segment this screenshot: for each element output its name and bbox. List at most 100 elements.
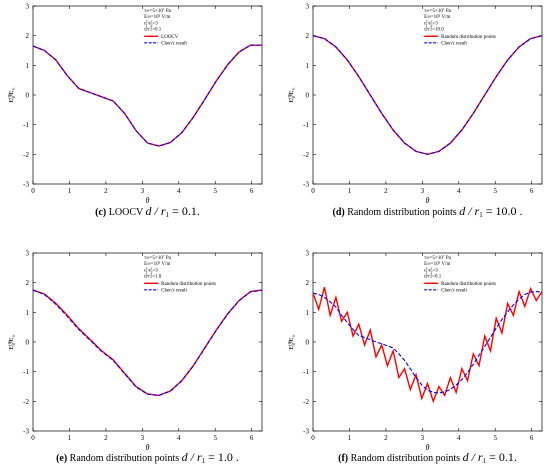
x-tick-label: 3 [421,187,425,195]
annotation-0: τ∞=5×10⁷ Pa [424,255,451,261]
x-tick-label: 0 [311,434,315,442]
legend-label-0: Random distribution points [161,282,216,287]
y-tick-label: -3 [23,181,29,189]
y-tick-label: 0 [26,92,30,100]
legend-label-0: Random distribution points [441,282,496,287]
legend-label-1: Chen's result [441,288,467,293]
x-tick-label: 0 [311,187,315,195]
x-tick-label: 5 [493,187,497,195]
x-tick-label: 5 [213,434,217,442]
x-tick-label: 3 [141,187,145,195]
y-axis-label: E(0)θ/E∞ [7,334,16,349]
annotation-2: εr 1/εr 2=3 [424,265,438,274]
x-axis-label: θ [146,196,150,205]
y-tick-label: -2 [23,151,29,159]
x-tick-label: 6 [250,187,254,195]
annotation-2: εr 1/εr 2=3 [144,18,158,27]
y-tick-label: 0 [306,339,310,347]
x-tick-label: 1 [348,434,352,442]
y-tick-label: -3 [303,428,309,436]
annotation-2: εr 1/εr 2=3 [424,18,438,27]
x-tick-label: 5 [213,187,217,195]
figure-caption: (d) Random distribution points d / r1 = … [333,204,523,219]
y-axis-label: E(0)θ/E∞ [287,334,296,349]
y-tick-label: 2 [26,279,30,287]
annotation-0: τ∞=5×10⁷ Pa [424,8,451,14]
x-axis-label: θ [146,443,150,452]
y-tick-label: 2 [26,32,30,40]
x-tick-label: 2 [104,434,108,442]
y-tick-label: 0 [26,339,30,347]
y-tick-label: 2 [306,279,310,287]
legend-label-1: Chen's result [441,41,467,46]
x-tick-label: 1 [348,187,352,195]
x-tick-label: 6 [250,434,254,442]
x-axis-label: θ [426,196,430,205]
series-line-primary [313,286,542,404]
x-tick-label: 2 [384,187,388,195]
x-tick-label: 0 [31,187,35,195]
annotation-3: d/r1=1.0 [144,275,162,280]
y-tick-label: 1 [26,309,30,317]
y-tick-label: -1 [303,121,309,129]
y-tick-label: 1 [306,309,310,317]
x-tick-label: 1 [68,187,72,195]
x-tick-label: 3 [141,434,145,442]
annotation-3: d/r1=10.0 [424,28,444,33]
x-tick-label: 2 [104,187,108,195]
y-tick-label: -1 [303,368,309,376]
y-tick-label: 3 [306,3,310,11]
annotation-1: E∞=10⁵ V/m [144,261,170,267]
x-axis-label: θ [426,443,430,452]
y-tick-label: -2 [303,398,309,406]
y-tick-label: 1 [26,62,30,70]
plot-frame [312,252,543,432]
plot-frame [32,5,263,185]
figure-caption: (e) Random distribution points d / r1 = … [56,450,239,465]
legend-label-0: LOOCV [161,35,179,40]
x-tick-label: 4 [457,434,461,442]
x-tick-label: 4 [177,434,181,442]
y-tick-label: 3 [306,250,310,258]
plot-frame [312,5,543,185]
x-tick-label: 1 [68,434,72,442]
series-line-chen [33,289,262,396]
y-tick-label: 2 [306,32,310,40]
plot-frame [32,252,263,432]
y-tick-label: 3 [26,250,30,258]
x-tick-label: 5 [493,434,497,442]
y-tick-label: 3 [26,3,30,11]
x-tick-label: 4 [457,187,461,195]
x-tick-label: 6 [530,187,534,195]
figure-caption: (f) Random distribution points d / r1 = … [338,450,517,465]
y-tick-label: -3 [23,428,29,436]
annotation-1: E∞=10⁵ V/m [144,14,170,20]
annotation-0: τ∞=5×10⁷ Pa [144,8,171,14]
annotation-0: τ∞=5×10⁷ Pa [144,255,171,261]
legend-label-0: Random distribution points [441,35,496,40]
annotation-2: εr 1/εr 2=3 [144,265,158,274]
series-line-chen [313,35,542,155]
y-axis-label: E(0)θ/E∞ [287,87,296,102]
y-axis-label: E(0)θ/E∞ [7,87,16,102]
annotation-1: E∞=10⁵ V/m [424,14,450,20]
x-tick-label: 2 [384,434,388,442]
y-tick-label: 1 [306,62,310,70]
x-tick-label: 6 [530,434,534,442]
y-tick-label: -2 [303,151,309,159]
legend-label-1: Chen's result [161,41,187,46]
x-tick-label: 3 [421,434,425,442]
annotation-1: E∞=10⁵ V/m [424,261,450,267]
annotation-3: d/r1=0.1 [144,28,162,33]
annotation-3: d/r1=0.1 [424,275,442,280]
y-tick-label: 0 [306,92,310,100]
legend-label-1: Chen's result [161,288,187,293]
y-tick-label: -1 [23,368,29,376]
y-tick-label: -1 [23,121,29,129]
series-line-primary [33,44,262,147]
